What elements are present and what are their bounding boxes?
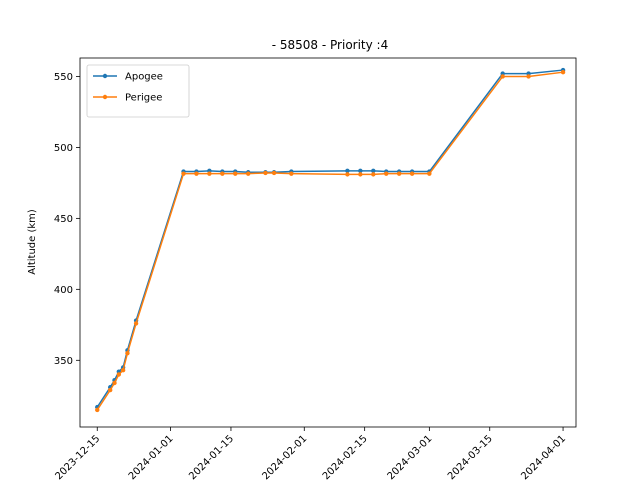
- data-point-perigee: [116, 372, 122, 377]
- series-perigee: [95, 69, 566, 413]
- legend-label-perigee: Perigee: [125, 93, 162, 104]
- legend-marker-perigee: [102, 94, 108, 100]
- legend-box: [86, 64, 190, 118]
- data-point-perigee: [246, 171, 251, 176]
- data-point-perigee: [358, 172, 363, 177]
- data-point-apogee: [371, 168, 376, 174]
- data-point-perigee: [120, 368, 126, 373]
- y-tick-label: 400: [54, 285, 73, 296]
- legend-label-apogee: Apogee: [125, 72, 163, 83]
- x-tick-label: 2023-12-15: [53, 433, 102, 480]
- x-tick-label: 2024-01-01: [127, 433, 176, 480]
- x-axis-ticks: 2023-12-15 2024-01-01 2024-01-15 2024-02-01…: [53, 427, 568, 480]
- y-axis-label: Altitude (km): [27, 209, 38, 275]
- data-point-perigee: [409, 171, 415, 176]
- data-point-perigee: [125, 351, 130, 356]
- y-tick-label: 450: [54, 214, 73, 225]
- x-tick-label: 2024-01-15: [187, 433, 236, 480]
- y-tick-label: 500: [54, 143, 73, 154]
- data-point-perigee: [107, 387, 113, 393]
- data-point-apogee: [345, 168, 350, 174]
- data-point-perigee: [371, 172, 376, 177]
- data-point-perigee: [207, 171, 212, 176]
- legend-marker-apogee: [102, 73, 108, 79]
- data-point-perigee: [526, 74, 531, 79]
- y-axis-ticks: 350 400 450 500 550: [54, 72, 80, 367]
- data-point-perigee: [95, 407, 100, 413]
- data-point-perigee: [396, 171, 402, 176]
- series-layer: [95, 67, 566, 413]
- x-tick-label: 2024-02-01: [261, 433, 310, 480]
- data-point-perigee: [181, 171, 186, 176]
- series-apogee: [95, 67, 566, 410]
- data-point-perigee: [112, 380, 117, 386]
- x-tick-label: 2024-04-01: [519, 433, 568, 480]
- data-point-perigee: [289, 171, 294, 176]
- data-point-perigee: [560, 69, 566, 75]
- data-point-perigee: [263, 170, 268, 176]
- y-tick-label: 350: [54, 356, 73, 367]
- series-line-perigee: [96, 71, 564, 411]
- x-tick-label: 2024-03-15: [446, 433, 495, 480]
- data-point-perigee: [194, 171, 199, 176]
- data-point-perigee: [220, 171, 225, 176]
- y-tick-label: 550: [54, 72, 73, 83]
- x-tick-label: 2024-02-15: [321, 433, 370, 480]
- data-point-perigee: [500, 74, 505, 79]
- data-point-perigee: [384, 171, 389, 176]
- legend: Apogee Perigee: [86, 64, 190, 118]
- data-point-perigee: [271, 170, 277, 176]
- data-point-apogee: [358, 168, 363, 174]
- series-line-apogee: [96, 69, 564, 408]
- data-point-perigee: [345, 172, 350, 177]
- data-point-perigee: [133, 321, 139, 326]
- data-point-perigee: [427, 171, 432, 176]
- x-tick-label: 2024-03-01: [386, 433, 435, 480]
- chart-title: - 58508 - Priority :4: [272, 38, 388, 52]
- plot-frame: [79, 57, 577, 428]
- data-point-perigee: [233, 171, 238, 176]
